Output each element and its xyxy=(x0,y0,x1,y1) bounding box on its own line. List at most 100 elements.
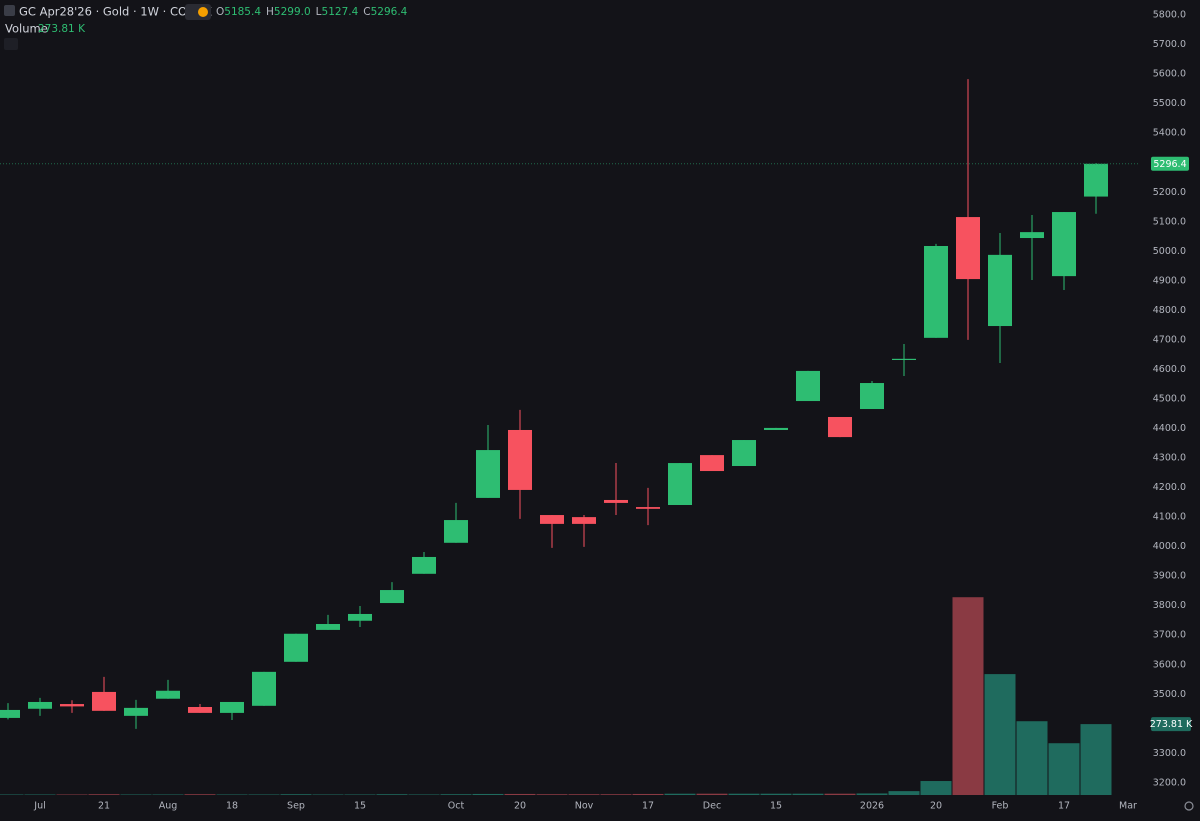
volume-bar xyxy=(56,794,88,795)
volume-bar xyxy=(120,794,152,795)
ohlc-value: 5296.4 xyxy=(371,6,408,18)
candle-body xyxy=(860,383,884,410)
volume-bar xyxy=(632,793,664,795)
candle-body xyxy=(668,463,692,505)
y-tick-label: 3900.0 xyxy=(1153,571,1186,582)
volume-bar xyxy=(888,791,920,795)
volume-bar xyxy=(664,793,696,795)
volume-bar xyxy=(440,794,472,795)
candle-body xyxy=(764,427,788,430)
x-tick-label: Dec xyxy=(703,801,721,812)
y-tick-label: 4600.0 xyxy=(1153,364,1186,375)
volume-bar xyxy=(984,674,1016,795)
volume-bar xyxy=(248,794,280,795)
ohlc-key: H xyxy=(266,6,274,18)
candle-body xyxy=(92,691,116,711)
candle-body xyxy=(1084,163,1108,197)
y-tick-label: 5000.0 xyxy=(1153,246,1186,257)
y-tick-label: 5200.0 xyxy=(1153,187,1186,198)
candle-body xyxy=(732,440,756,467)
candle-body xyxy=(188,706,212,713)
volume-tag-label: 273.81 K xyxy=(1150,719,1193,730)
plot-area xyxy=(0,79,1140,795)
y-tick-label: 4900.0 xyxy=(1153,275,1186,286)
candle-body xyxy=(348,613,372,621)
y-tick-label: 3300.0 xyxy=(1153,748,1186,759)
symbol-icon[interactable] xyxy=(4,5,15,16)
ohlc-key: O xyxy=(216,6,224,18)
x-tick-label: Nov xyxy=(575,801,594,812)
candle-body xyxy=(540,515,564,524)
y-tick-label: 3700.0 xyxy=(1153,630,1186,641)
volume-bar xyxy=(696,793,728,795)
volume-bar xyxy=(312,794,344,795)
candle-body xyxy=(0,709,20,718)
y-tick-label: 5100.0 xyxy=(1153,216,1186,227)
ohlc-key: L xyxy=(316,6,322,18)
ohlc-value: 5127.4 xyxy=(322,6,359,18)
x-tick-label: 20 xyxy=(514,801,526,812)
candle-body xyxy=(252,671,276,706)
candle-body xyxy=(892,358,916,360)
candle-body xyxy=(220,701,244,713)
ohlc-value: 5299.0 xyxy=(274,6,311,18)
candle-body xyxy=(444,520,468,543)
legend: GC Apr28'26 · Gold · 1W · COMEX Volume 2… xyxy=(4,4,408,50)
volume-tag xyxy=(1151,717,1191,732)
volume-bar xyxy=(920,781,952,795)
candle-body xyxy=(700,455,724,472)
x-tick-label: 20 xyxy=(930,801,942,812)
candle-body xyxy=(156,690,180,699)
y-tick-label: 5800.0 xyxy=(1153,10,1186,21)
chart-title: GC Apr28'26 · Gold · 1W · COMEX xyxy=(19,5,212,19)
volume-bar xyxy=(184,794,216,795)
candle-body xyxy=(124,707,148,716)
candle-body xyxy=(604,499,628,503)
x-tick-label: Mar xyxy=(1119,801,1137,812)
x-tick-label: Aug xyxy=(159,801,178,812)
volume-bar xyxy=(472,793,504,795)
y-tick-label: 3500.0 xyxy=(1153,689,1186,700)
candle-body xyxy=(988,254,1012,327)
candle-body xyxy=(380,590,404,604)
volume-bar xyxy=(88,794,120,795)
volume-bar xyxy=(504,793,536,795)
y-tick-label: 3600.0 xyxy=(1153,659,1186,670)
volume-bar xyxy=(792,793,824,795)
candle-body xyxy=(796,370,820,402)
y-tick-label: 4100.0 xyxy=(1153,512,1186,523)
volume-bar xyxy=(280,794,312,795)
y-tick-label: 5600.0 xyxy=(1153,69,1186,80)
candle-body xyxy=(316,624,340,630)
last-price-label: 5296.4 xyxy=(1153,159,1186,170)
volume-bar xyxy=(952,597,984,795)
volume-bar xyxy=(536,794,568,795)
volume-legend-name: Volume xyxy=(5,22,48,36)
volume-bar xyxy=(1016,721,1048,795)
volume-bar xyxy=(856,793,888,795)
y-tick-label: 5400.0 xyxy=(1153,128,1186,139)
volume-bar xyxy=(728,793,760,795)
x-tick-label: Sep xyxy=(287,801,305,812)
x-tick-label: 15 xyxy=(770,801,782,812)
volume-bar xyxy=(824,793,856,795)
x-tick-label: 21 xyxy=(98,801,110,812)
x-tick-label: 17 xyxy=(1058,801,1070,812)
collapse-button[interactable] xyxy=(4,38,18,50)
y-tick-label: 4500.0 xyxy=(1153,393,1186,404)
volume-bar xyxy=(760,793,792,795)
candle-body xyxy=(956,217,980,280)
volume-bar xyxy=(376,794,408,795)
volume-bar xyxy=(152,794,184,795)
candle-body xyxy=(28,701,52,709)
x-tick-label: 15 xyxy=(354,801,366,812)
x-tick-label: Jul xyxy=(33,801,45,812)
volume-bar xyxy=(0,794,24,795)
candle-body xyxy=(60,704,84,707)
y-tick-label: 4800.0 xyxy=(1153,305,1186,316)
x-tick-label: Feb xyxy=(992,801,1009,812)
y-tick-label: 3200.0 xyxy=(1153,777,1186,788)
settings-icon[interactable] xyxy=(1184,801,1194,811)
candle-body xyxy=(476,450,500,498)
